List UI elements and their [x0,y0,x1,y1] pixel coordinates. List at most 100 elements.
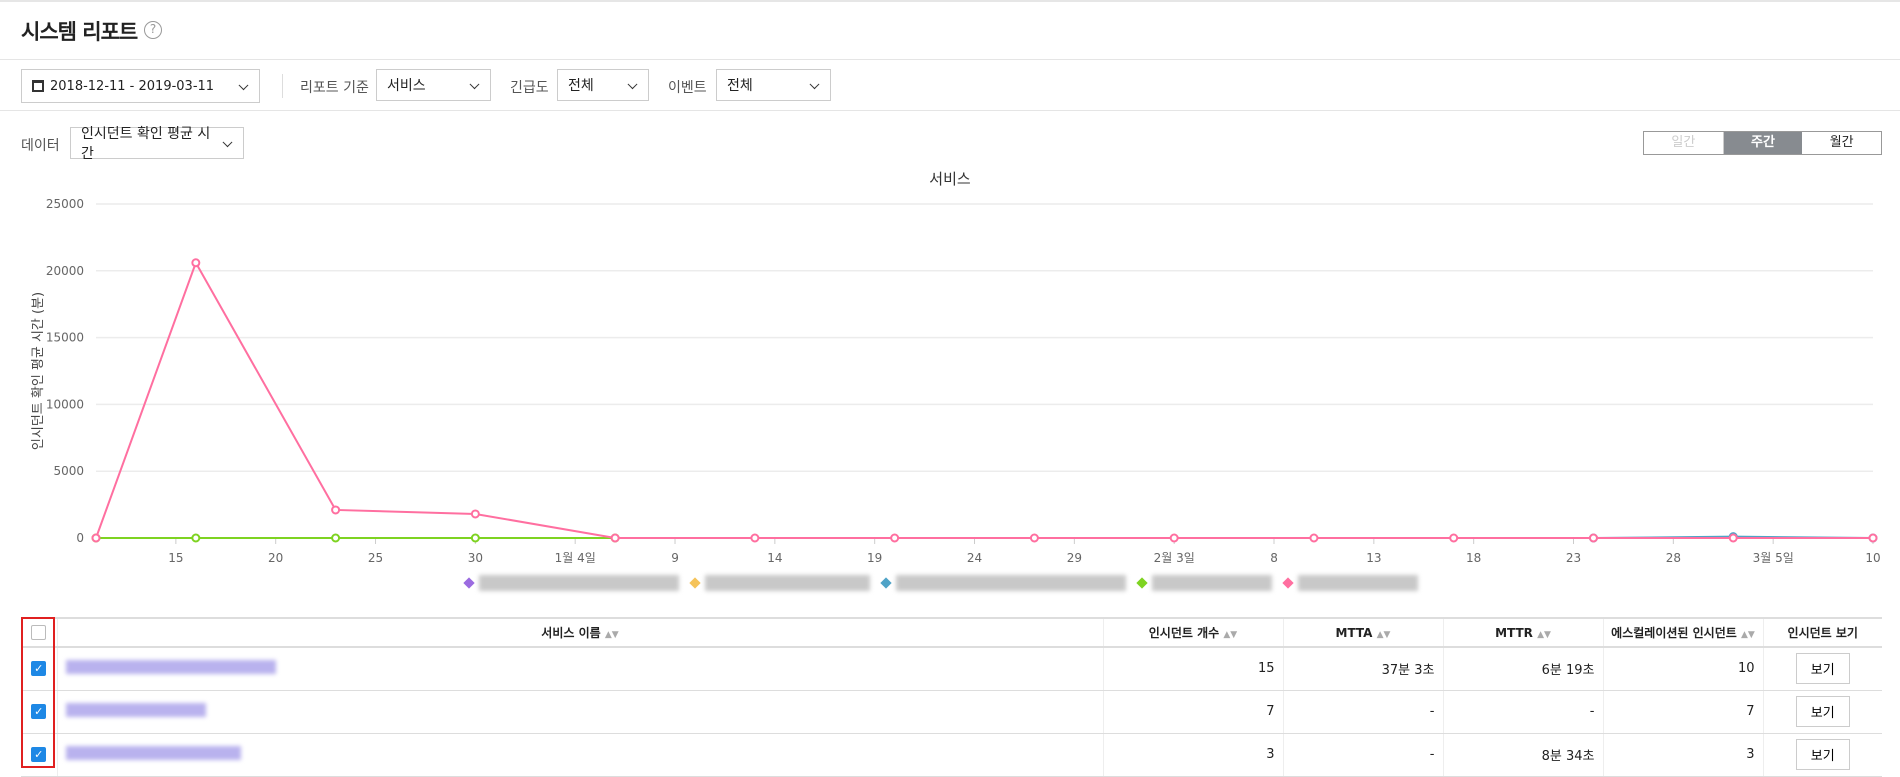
escalated-cell: 7 [1602,690,1763,734]
legend-label-blurred[interactable] [479,575,679,591]
data-point [470,509,480,519]
divider [282,74,283,98]
x-tick-label: 3월 5일 [1753,551,1794,565]
data-point [91,533,101,543]
event-value: 전체 [727,78,753,94]
row-checkbox[interactable]: ✓ [31,661,47,677]
legend-marker [463,577,475,589]
event-select[interactable]: 전체 [716,69,831,101]
x-tick-label: 23 [1566,551,1581,565]
view-cell: 보기 [1762,647,1882,691]
highlight-box [21,617,55,768]
y-tick-label: 20000 [46,264,84,278]
mttr-cell: - [1442,690,1603,734]
mtta-cell: - [1282,690,1443,734]
help-icon[interactable]: ? [144,21,162,39]
service-name-blurred[interactable] [65,702,206,717]
service-name-cell[interactable] [56,733,1103,777]
x-tick-label: 20 [268,551,283,565]
view-incidents-button[interactable]: 보기 [1795,653,1850,685]
top-border [0,0,1900,2]
report-basis-label: 리포트 기준 [300,80,369,96]
data-point [1169,533,1179,543]
view-incidents-button[interactable]: 보기 [1795,739,1850,770]
data-point [610,533,620,543]
data-point [470,533,480,543]
sort-icon: ▲▼ [1223,630,1238,640]
x-tick-label: 29 [1067,551,1082,565]
col-escalated[interactable]: 에스컬레이션된 인시던트 ▲▼ [1602,617,1763,648]
date-range-picker[interactable]: 2018-12-11 - 2019-03-11 [21,69,260,103]
report-basis-value: 서비스 [387,78,426,94]
data-point [890,533,900,543]
service-name-blurred[interactable] [65,659,276,674]
legend-label-blurred[interactable] [1152,575,1272,591]
data-point [1309,533,1319,543]
service-name-blurred[interactable] [65,745,241,760]
escalated-cell: 10 [1602,647,1763,691]
period-daily[interactable]: 일간 [1644,132,1724,154]
legend-label-blurred[interactable] [896,575,1126,591]
period-weekly[interactable]: 주간 [1723,132,1803,154]
x-tick-label: 13 [1366,551,1381,565]
data-point [1868,533,1878,543]
sort-icon: ▲▼ [1376,629,1391,640]
period-monthly[interactable]: 월간 [1829,135,1854,150]
data-point [1029,533,1039,543]
legend-label-blurred[interactable] [1298,575,1418,591]
table-row: ✓ 15 37분 3초 6분 19초 10 보기 [21,647,1882,691]
col-service-name[interactable]: 서비스 이름 ▲▼ [56,617,1103,648]
urgency-label: 긴급도 [510,80,549,96]
mttr-cell: 6분 19초 [1442,647,1603,691]
legend-label-blurred[interactable] [705,575,870,591]
x-tick-label: 18 [1466,551,1481,565]
col-mttr[interactable]: MTTR ▲▼ [1442,617,1603,648]
legend-marker [880,577,892,589]
view-incidents-button[interactable]: 보기 [1795,696,1850,727]
y-axis-label: 인시던트 확인 평균 시간 (분) [31,292,46,450]
view-cell: 보기 [1762,690,1882,734]
x-tick-label: 8 [1270,551,1278,565]
select-all-checkbox[interactable] [31,625,47,640]
legend-marker [1136,577,1148,589]
table-row: ✓ 7 - - 7 보기 [21,690,1882,734]
data-point [331,505,341,515]
data-point [1449,533,1459,543]
data-point [331,533,341,543]
data-point [750,533,760,543]
sort-icon: ▲▼ [1537,629,1551,640]
sort-icon: ▲▼ [604,630,619,640]
x-tick-label: 28 [1666,551,1681,565]
urgency-select[interactable]: 전체 [557,69,649,101]
legend-marker [1282,577,1294,589]
legend-marker [689,577,701,589]
chart-legend [463,575,1424,591]
col-incident-count[interactable]: 인시던트 개수 ▲▼ [1102,617,1283,648]
x-tick-label: 1월 4일 [555,551,596,565]
period-toggle: 일간 주간 월간 [1643,131,1882,155]
y-tick-label: 0 [76,531,84,545]
x-tick-label: 15 [168,551,183,565]
data-point [1728,533,1738,543]
series-line [95,260,1873,539]
y-tick-label: 5000 [53,464,84,478]
sort-icon: ▲▼ [1740,630,1755,640]
service-name-cell[interactable] [56,647,1103,691]
row-checkbox[interactable]: ✓ [31,747,47,762]
row-checkbox[interactable]: ✓ [31,704,47,719]
report-basis-select[interactable]: 서비스 [376,69,491,101]
chart-title: 서비스 [929,170,971,188]
data-select[interactable]: 인시던트 확인 평균 시간 [70,126,244,162]
y-tick-label: 25000 [46,197,84,211]
row-select-cell: ✓ [21,647,57,691]
col-view: 인시던트 보기 [1762,617,1882,648]
service-table: 서비스 이름 ▲▼ 인시던트 개수 ▲▼ MTTA ▲▼ MTTR ▲▼ 에스컬… [21,617,1882,777]
service-name-cell[interactable] [56,690,1103,734]
col-mtta[interactable]: MTTA ▲▼ [1282,617,1443,648]
page-title: 시스템 리포트 [21,20,138,44]
data-point [1588,533,1598,543]
divider [0,59,1900,60]
y-tick-label: 10000 [46,397,84,411]
data-label: 데이터 [21,138,60,154]
calendar-icon [32,80,44,92]
